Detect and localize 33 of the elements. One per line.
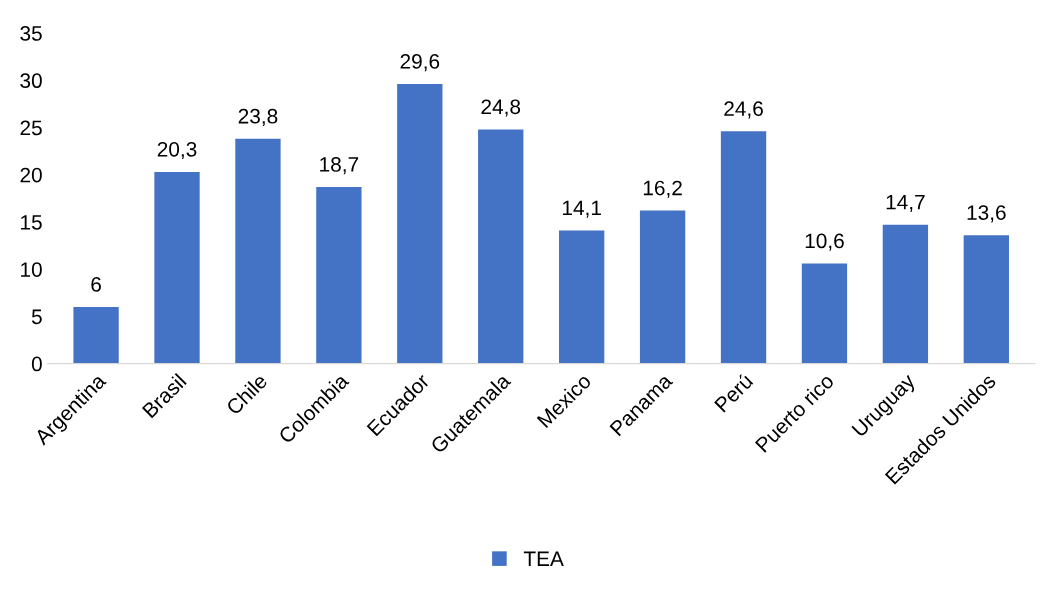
data-label: 10,6 xyxy=(805,233,844,251)
data-label: 23,8 xyxy=(238,108,278,127)
bar xyxy=(397,84,443,364)
data-label: 6 xyxy=(91,276,101,292)
bar xyxy=(639,210,686,364)
data-label: 29,6 xyxy=(400,54,440,72)
bar xyxy=(801,263,848,364)
data-label: 14,1 xyxy=(562,200,601,218)
data-label: 20,3 xyxy=(157,141,197,160)
data-label: 16,2 xyxy=(643,180,682,198)
bar xyxy=(478,129,524,364)
bar xyxy=(73,306,119,364)
bar xyxy=(316,187,362,364)
data-label: 24,6 xyxy=(724,101,763,119)
bar xyxy=(235,138,281,364)
y-tick-label: 15 xyxy=(21,215,42,230)
bar xyxy=(963,235,1009,364)
y-tick-label: 10 xyxy=(21,262,42,277)
y-tick-label: 0 xyxy=(31,356,42,372)
data-label: 18,7 xyxy=(320,157,359,175)
y-tick-label: 20 xyxy=(20,167,42,183)
y-tick-label: 35 xyxy=(20,26,42,41)
bar xyxy=(154,171,200,364)
y-tick-label: 25 xyxy=(20,120,42,136)
y-tick-label: 30 xyxy=(20,73,42,89)
bar xyxy=(882,224,929,364)
data-label: 24,8 xyxy=(481,99,521,117)
bar xyxy=(720,131,767,364)
y-tick-label: 5 xyxy=(31,309,42,325)
data-label: 13,6 xyxy=(967,205,1006,223)
bar xyxy=(559,230,605,364)
legend-label: TEA xyxy=(523,551,564,566)
data-label: 14,7 xyxy=(886,195,925,213)
